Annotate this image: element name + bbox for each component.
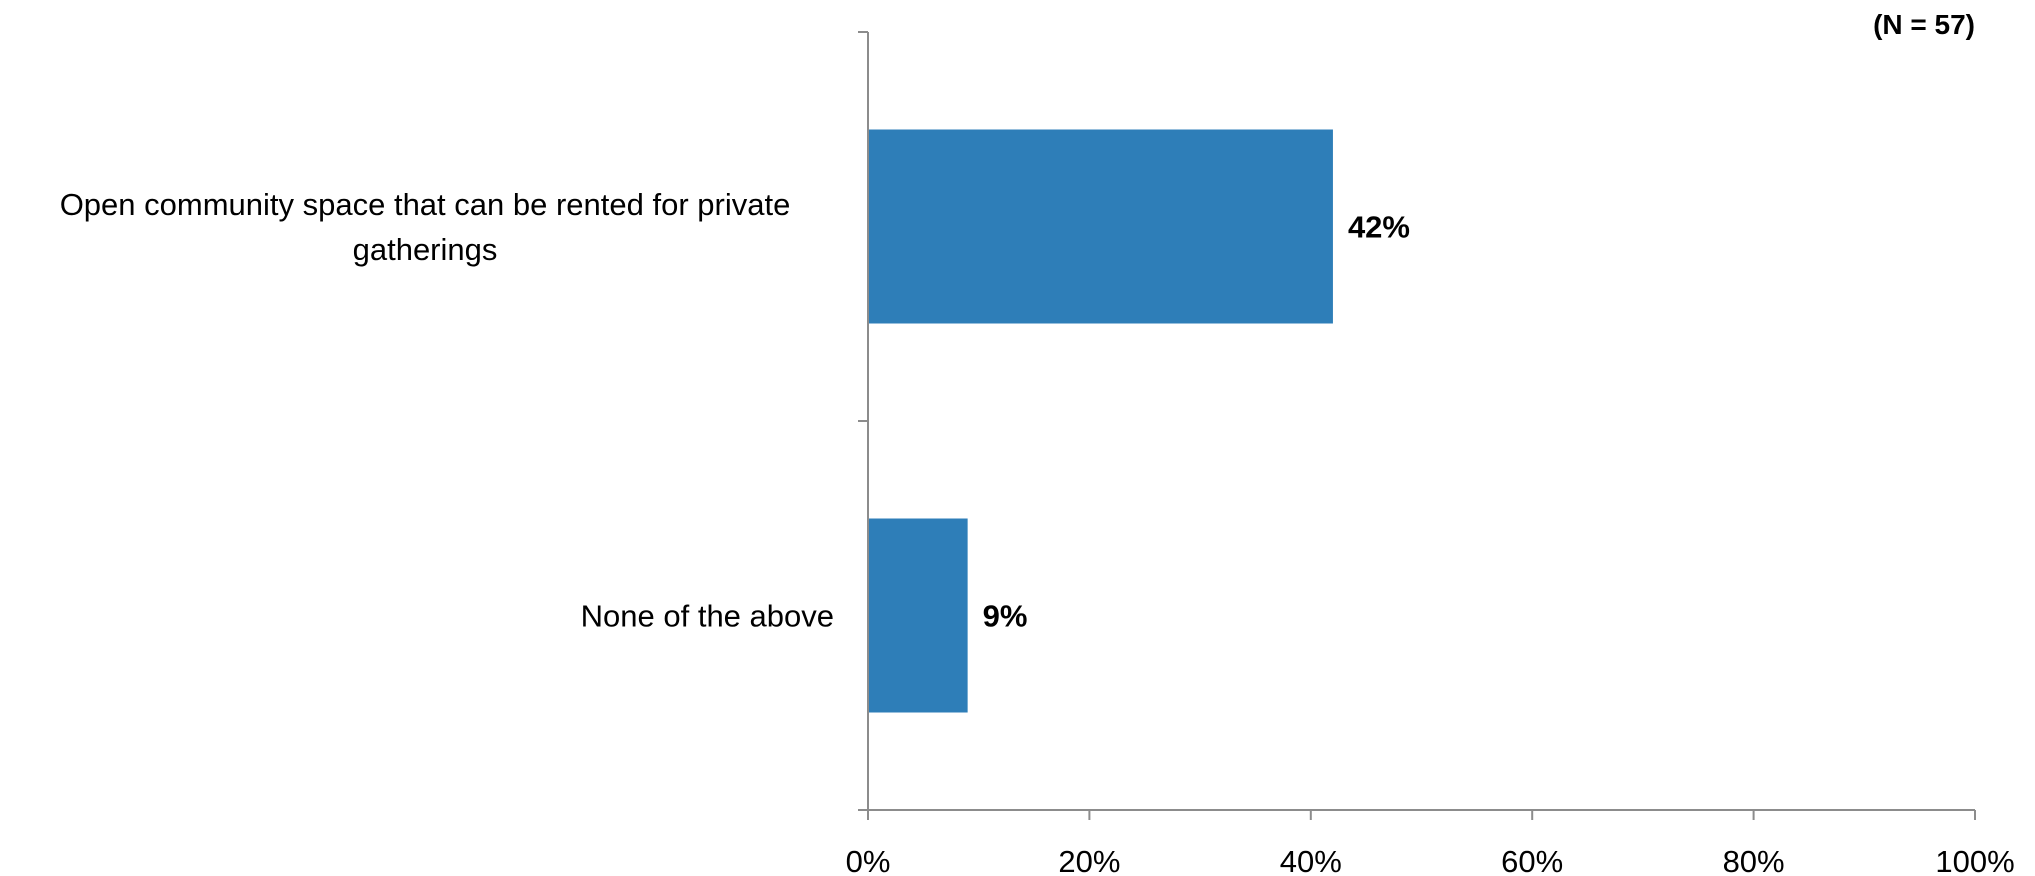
chart-bars	[869, 129, 1333, 713]
x-tick-label: 20%	[1058, 844, 1120, 876]
category-label: None of the above	[581, 599, 834, 634]
category-label: Open community space that can be rented …	[60, 187, 791, 222]
sample-size-note: (N = 57)	[1873, 9, 1975, 40]
x-tick-label: 0%	[846, 844, 891, 876]
category-label: gatherings	[353, 232, 498, 267]
bar	[869, 518, 968, 713]
data-label: 42%	[1348, 210, 1410, 245]
bar	[869, 129, 1333, 324]
chart-axes	[858, 31, 1976, 820]
x-tick-label: 60%	[1501, 844, 1563, 876]
x-tick-label: 80%	[1723, 844, 1785, 876]
chart-labels: 0% 20% 40% 60% 80% 100% 42% Open community spac…	[60, 187, 2015, 876]
x-tick-label: 100%	[1935, 844, 2014, 876]
x-tick-label: 40%	[1280, 844, 1342, 876]
data-label: 9%	[983, 599, 1028, 634]
